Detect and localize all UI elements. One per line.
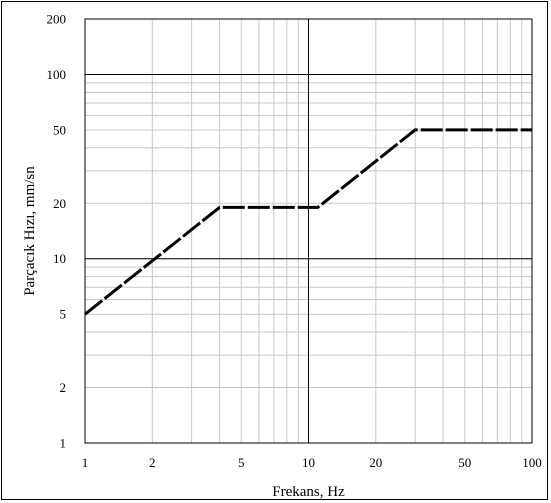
y-tick-label: 2 (60, 380, 67, 395)
x-tick-label: 1 (82, 455, 89, 470)
series-line (84, 128, 532, 316)
x-tick-label: 20 (369, 455, 382, 470)
x-tick-label: 2 (149, 455, 156, 470)
y-tick-label: 5 (60, 307, 67, 322)
y-tick-label: 20 (53, 196, 66, 211)
x-tick-label: 50 (458, 455, 471, 470)
y-tick-label: 100 (47, 67, 67, 82)
x-tick-label: 10 (302, 455, 315, 470)
y-tick-label: 50 (53, 122, 66, 137)
y-tick-label: 200 (47, 12, 67, 27)
x-tick-labels: 1 2 5 10 20 50 100 (82, 455, 542, 470)
series (84, 128, 532, 316)
x-tick-label: 5 (238, 455, 245, 470)
x-axis-title: Frekans, Hz (272, 484, 345, 500)
y-tick-label: 10 (53, 251, 66, 266)
y-tick-label: 1 (60, 436, 67, 451)
y-tick-labels: 1 2 5 10 20 50 100 200 (47, 12, 67, 451)
y-axis-title: Parçacık Hızı, mm/sn (22, 166, 38, 296)
major-gridlines (85, 19, 532, 443)
x-tick-label: 100 (522, 455, 542, 470)
plot-area-border (84, 18, 533, 444)
